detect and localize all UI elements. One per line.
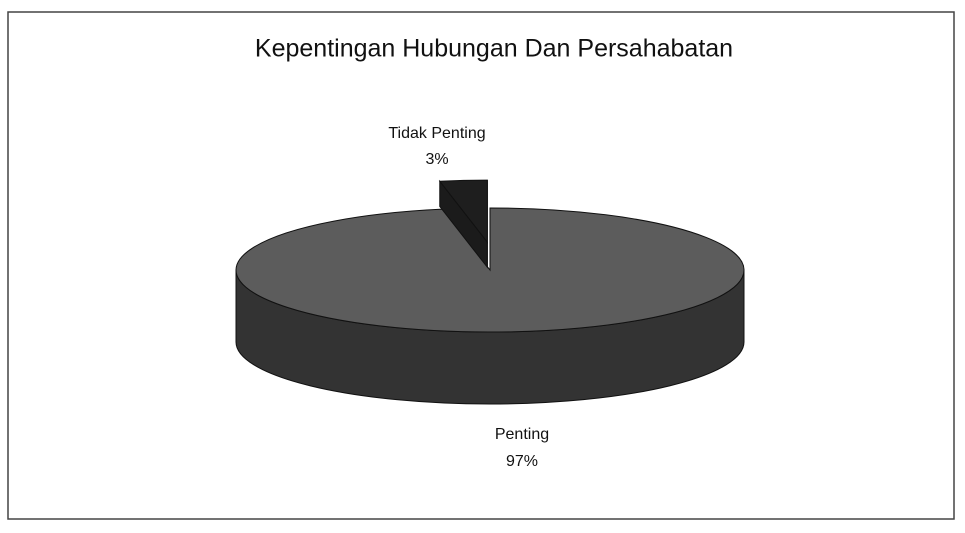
chart-title: Kepentingan Hubungan Dan Persahabatan <box>255 35 733 63</box>
pie-slice <box>235 207 745 333</box>
pie <box>235 179 745 405</box>
slice-label: Penting <box>495 426 549 443</box>
slice-label: Tidak Penting <box>388 125 485 142</box>
slice-value-label: 3% <box>425 151 448 168</box>
pie-slice <box>438 179 488 244</box>
slice-value-label: 97% <box>506 453 538 470</box>
